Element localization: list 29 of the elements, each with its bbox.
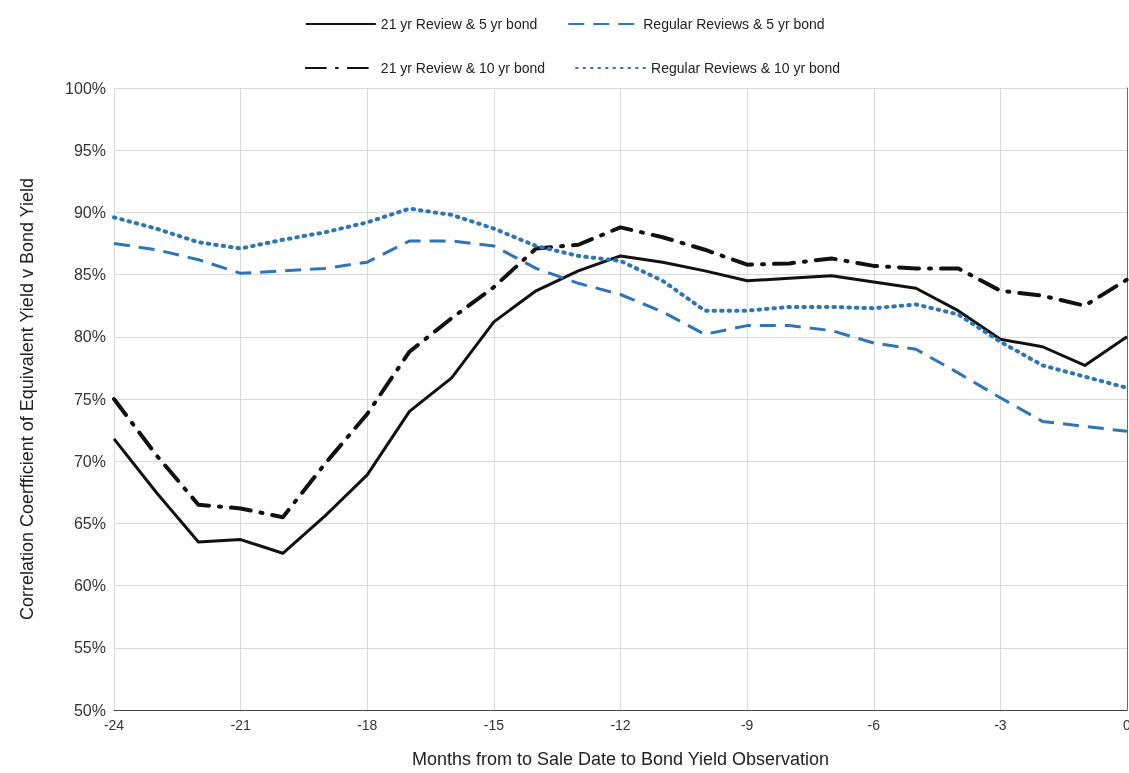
y-tick-label: 60% — [73, 577, 106, 595]
y-tick-label: 75% — [73, 390, 106, 408]
y-tick-label: 55% — [73, 639, 106, 657]
line-series — [112, 254, 1129, 555]
legend-label: Regular Reviews & 10 yr bond — [651, 60, 841, 76]
x-tick-label: -21 — [230, 717, 251, 733]
legend-label: 21 yr Review & 10 yr bond — [380, 60, 546, 76]
y-tick-label: 80% — [73, 328, 106, 346]
x-tick-label: -6 — [867, 717, 881, 733]
x-tick-label: -9 — [740, 717, 754, 733]
x-tick-label: -3 — [994, 717, 1007, 733]
y-tick-label: 70% — [73, 452, 106, 470]
x-tick-label: -18 — [357, 717, 378, 733]
x-tick-label: -15 — [483, 717, 505, 733]
legend-label: 21 yr Review & 5 yr bond — [380, 16, 538, 32]
line-series — [112, 206, 1129, 390]
x-tick-label: -12 — [610, 717, 631, 733]
y-tick-label: 95% — [73, 141, 106, 159]
x-axis-title: Months from to Sale Date to Bond Yield Observation — [411, 749, 830, 769]
y-tick-label: 50% — [73, 701, 106, 719]
y-tick-label: 85% — [73, 266, 106, 284]
legend-label: Regular Reviews & 5 yr bond — [643, 16, 825, 32]
x-tick-label: -24 — [103, 717, 125, 733]
y-tick-label: 65% — [73, 514, 106, 532]
y-tick-label: 90% — [73, 203, 106, 221]
line-series — [112, 239, 1129, 433]
line-series — [112, 225, 1129, 520]
y-axis-title: Correlation Coerfficient of Equivalent Yield v Bond Yield — [17, 178, 37, 620]
y-tick-label: 100% — [65, 79, 106, 97]
